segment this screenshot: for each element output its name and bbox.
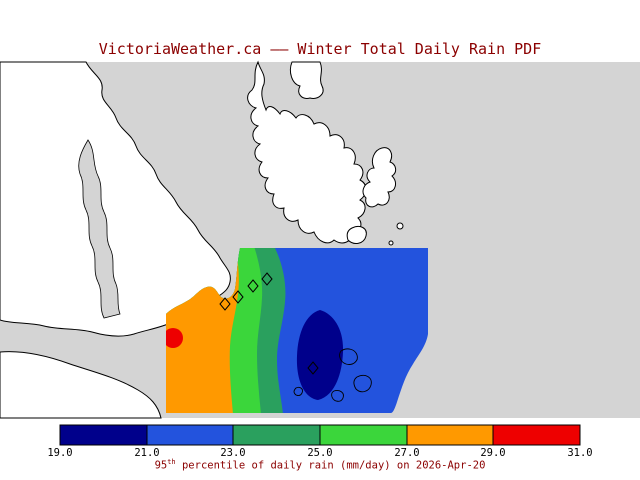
island-small [346, 225, 367, 244]
station-marker-diamond [219, 297, 231, 311]
colorbar-segment [232, 424, 321, 446]
figure-title: VictoriaWeather.ca —— Winter Total Daily… [98, 40, 542, 58]
colorbar-tick-label: 21.0 [134, 447, 160, 459]
colorbar-tick-label: 23.0 [220, 447, 246, 459]
station-marker-diamond [232, 290, 244, 304]
colorbar-tick-label: 29.0 [480, 447, 506, 459]
inlet-channel [78, 139, 121, 319]
island-outline [353, 374, 372, 393]
station-marker-diamond [307, 361, 319, 375]
peninsula-north-islet [289, 61, 324, 99]
colorbar-segment [406, 424, 494, 446]
islet [396, 222, 404, 230]
island-east [362, 147, 397, 208]
rain-field-minimum-19-21 [296, 310, 344, 400]
landmass-west [0, 61, 231, 337]
colorbar-tick-label: 31.0 [567, 447, 593, 459]
rain-field-maximum-29-31 [166, 328, 183, 348]
colorbar-tick-label: 25.0 [307, 447, 333, 459]
colorbar-segment [319, 424, 408, 446]
caption-ordinal: th [167, 458, 176, 466]
islet [388, 240, 394, 246]
colorbar-tick-label: 27.0 [394, 447, 420, 459]
landmass-bottom-left [0, 351, 162, 419]
island-outline [339, 348, 358, 365]
station-marker-diamond [261, 272, 273, 286]
island-outline [331, 390, 344, 402]
colorbar-segment [59, 424, 148, 446]
caption-text: percentile of daily rain (mm/day) on 202… [175, 459, 486, 472]
colorbar-tick-label: 19.0 [47, 447, 73, 459]
caption-number: 95 [154, 459, 168, 472]
colorbar-segment [492, 424, 581, 446]
island-outline [293, 386, 303, 396]
colorbar-segment [146, 424, 234, 446]
station-marker-diamond [247, 279, 259, 293]
colorbar-caption: 95th percentile of daily rain (mm/day) o… [0, 458, 640, 472]
colorbar [59, 424, 581, 446]
